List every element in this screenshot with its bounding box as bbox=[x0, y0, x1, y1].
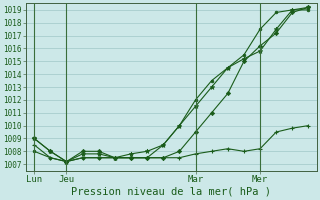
X-axis label: Pression niveau de la mer( hPa ): Pression niveau de la mer( hPa ) bbox=[71, 187, 271, 197]
